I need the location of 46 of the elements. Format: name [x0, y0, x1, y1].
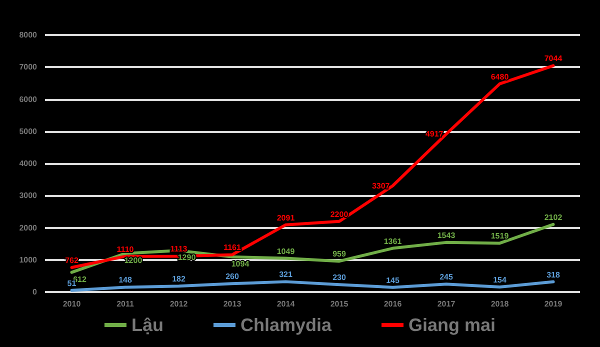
data-label: 182 — [172, 274, 186, 284]
legend-label: Chlamydia — [240, 315, 332, 335]
data-label: 145 — [386, 276, 400, 285]
x-tick-label: 2018 — [490, 300, 510, 308]
data-label: 154 — [493, 276, 507, 285]
data-label: 1290 — [178, 253, 196, 262]
data-label: 7044 — [544, 54, 563, 64]
x-tick-label: 2016 — [384, 300, 402, 308]
y-tick-label: 8000 — [19, 30, 38, 40]
data-label: 1361 — [384, 236, 402, 246]
x-tick-label: 2017 — [437, 300, 456, 308]
data-label: 1094 — [231, 259, 250, 268]
data-label: 1161 — [224, 243, 242, 252]
data-label: 2102 — [544, 212, 563, 222]
x-tick-label: 2012 — [170, 300, 188, 308]
x-tick-label: 2015 — [330, 300, 349, 308]
data-label: 6480 — [490, 72, 510, 82]
y-tick-label: 7000 — [19, 62, 38, 72]
legend-label: Giang mai — [408, 315, 496, 335]
data-label: 959 — [332, 250, 346, 259]
data-label: 260 — [226, 272, 240, 282]
y-tick-label: 3000 — [19, 191, 38, 200]
data-label: 1543 — [437, 230, 456, 240]
y-tick-label: 1000 — [19, 255, 38, 264]
data-label: 3307 — [372, 181, 390, 190]
y-tick-label: 4000 — [19, 159, 38, 168]
y-tick-label: 2000 — [19, 223, 38, 232]
data-label: 1519 — [490, 232, 510, 241]
data-label: 1049 — [276, 246, 296, 256]
data-label: 2200 — [330, 210, 349, 219]
y-tick-label: 6000 — [19, 94, 38, 104]
x-tick-label: 2014 — [276, 300, 296, 308]
data-label: 245 — [440, 272, 454, 282]
y-tick-label: 5000 — [19, 126, 38, 136]
legend-label: Lậu — [131, 315, 164, 335]
y-tick-label: 0 — [32, 288, 38, 296]
data-label: 2091 — [276, 213, 296, 222]
x-tick-label: 2011 — [116, 300, 134, 308]
x-tick-label: 2010 — [62, 300, 82, 308]
data-label: 230 — [332, 273, 346, 282]
data-label: 1110 — [116, 244, 134, 254]
data-label: 148 — [118, 276, 132, 285]
data-label: 321 — [279, 270, 293, 280]
data-label: 318 — [546, 270, 560, 280]
x-tick-label: 2019 — [544, 300, 563, 308]
x-tick-label: 2013 — [223, 300, 242, 308]
